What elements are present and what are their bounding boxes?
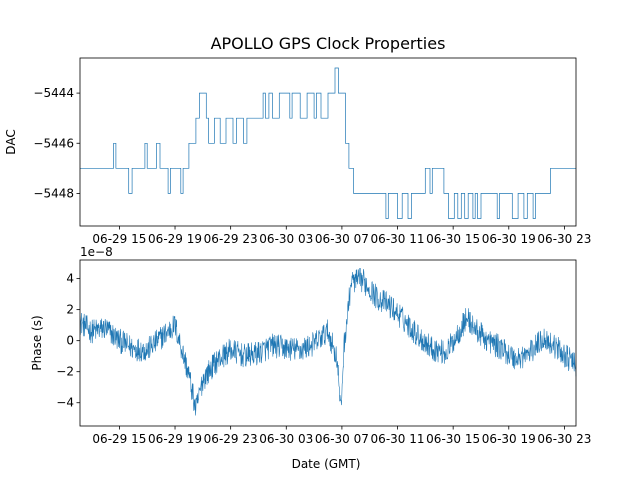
- phase-x-axis-label: Date (GMT): [292, 457, 361, 471]
- dac-y-tick-label: −5446: [33, 136, 74, 150]
- dac-y-ticks: −5448 −5446 −5444: [33, 86, 80, 200]
- phase-x-tick-label: 06-30 07: [315, 432, 369, 446]
- dac-x-tick-label: 06-29 23: [204, 232, 258, 246]
- dac-x-tick-label: 06-29 19: [148, 232, 202, 246]
- phase-y-tick-label: −2: [56, 365, 74, 379]
- dac-series-line: [80, 67, 576, 219]
- dac-y-tick-label: −5444: [33, 86, 74, 100]
- phase-y-tick-label: 2: [66, 303, 74, 317]
- phase-x-tick-label: 06-29 15: [92, 432, 146, 446]
- dac-series-path: [80, 67, 576, 219]
- dac-y-axis-label: DAC: [4, 129, 18, 154]
- phase-y-tick-label: −4: [56, 396, 74, 410]
- phase-x-tick-label: 06-30 15: [426, 432, 480, 446]
- dac-x-tick-label: 06-30 23: [537, 232, 591, 246]
- dac-axes-frame: [79, 57, 577, 227]
- dac-x-tick-label: 06-29 15: [92, 232, 146, 246]
- phase-x-tick-label: 06-30 03: [259, 432, 313, 446]
- dac-y-tick-label: −5448: [33, 186, 74, 200]
- phase-y-tick-label: 0: [66, 334, 74, 348]
- phase-y-ticks: −4 −2 0 2 4: [56, 272, 80, 410]
- chart-title: APOLLO GPS Clock Properties: [211, 34, 446, 53]
- dac-x-tick-label: 06-30 19: [482, 232, 536, 246]
- phase-y-tick-label: 4: [66, 272, 74, 286]
- phase-x-tick-label: 06-30 19: [482, 432, 536, 446]
- dac-x-ticks: 06-29 15 06-29 19 06-29 23 06-30 03 06-30 07…: [92, 226, 591, 246]
- phase-series-line: [79, 268, 577, 416]
- dac-x-tick-label: 06-30 15: [426, 232, 480, 246]
- phase-series-path: [79, 268, 577, 416]
- dac-x-tick-label: 06-30 07: [315, 232, 369, 246]
- phase-x-tick-label: 06-30 23: [537, 432, 591, 446]
- phase-x-ticks: 06-29 15 06-29 19 06-29 23 06-30 03 06-30 07…: [92, 426, 591, 446]
- phase-axes-frame: [79, 259, 577, 427]
- phase-offset-text: 1e−8: [80, 245, 113, 259]
- phase-x-tick-label: 06-29 19: [148, 432, 202, 446]
- phase-x-tick-label: 06-30 11: [371, 432, 425, 446]
- dac-x-tick-label: 06-30 11: [371, 232, 425, 246]
- dac-x-tick-label: 06-30 03: [259, 232, 313, 246]
- phase-x-tick-label: 06-29 23: [204, 432, 258, 446]
- phase-y-axis-label: Phase (s): [30, 315, 44, 370]
